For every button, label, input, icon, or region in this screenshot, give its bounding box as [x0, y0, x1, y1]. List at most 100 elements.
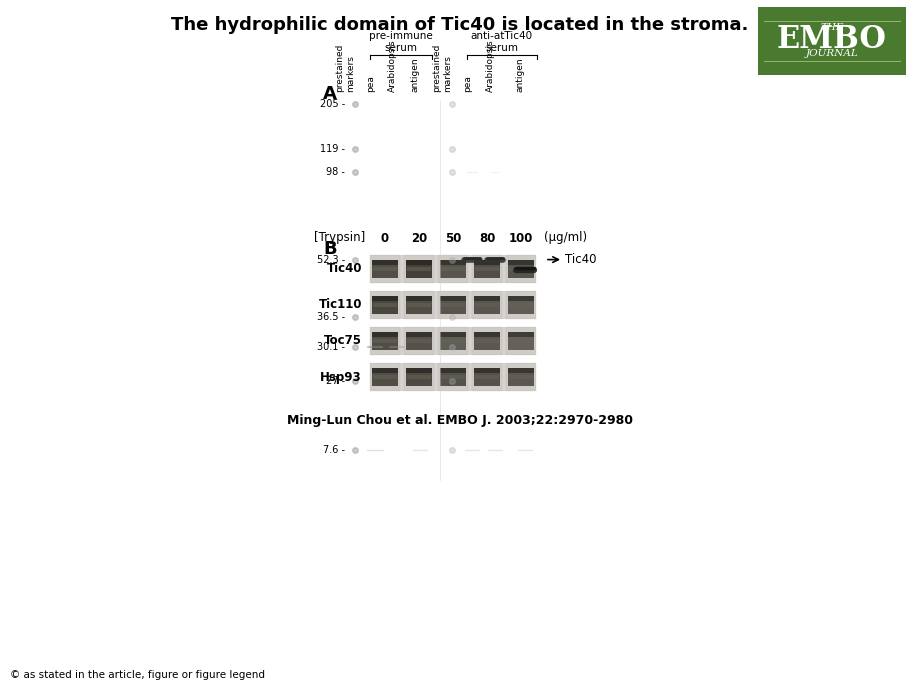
Text: THE: THE: [820, 23, 843, 32]
Bar: [473, 368, 499, 386]
Bar: [437, 327, 468, 355]
Bar: [372, 375, 397, 379]
Text: JOURNAL: JOURNAL: [805, 50, 857, 59]
Bar: [440, 339, 464, 343]
Text: Tic40: Tic40: [564, 253, 596, 266]
Text: Toc75: Toc75: [323, 335, 361, 348]
Bar: [471, 363, 502, 391]
Bar: [372, 267, 397, 270]
Text: prestained
markers: prestained markers: [335, 43, 355, 92]
Bar: [507, 260, 533, 278]
Bar: [471, 255, 502, 283]
Text: pre-immune
serum: pre-immune serum: [369, 32, 432, 53]
Bar: [372, 339, 397, 343]
Text: 50: 50: [444, 232, 460, 244]
Bar: [371, 260, 398, 278]
Text: EMBO: EMBO: [777, 23, 886, 55]
Text: pea: pea: [366, 75, 375, 92]
Bar: [372, 303, 397, 307]
Bar: [474, 375, 498, 379]
Bar: [508, 303, 532, 307]
Bar: [474, 267, 498, 270]
Bar: [437, 255, 468, 283]
Text: 80: 80: [478, 232, 494, 244]
Bar: [507, 296, 533, 302]
Bar: [505, 255, 536, 283]
Bar: [473, 368, 499, 373]
Bar: [406, 375, 430, 379]
Bar: [369, 327, 400, 355]
Bar: [474, 339, 498, 343]
Text: 36.5 -: 36.5 -: [316, 312, 345, 322]
Text: anti-atTic40
serum: anti-atTic40 serum: [470, 32, 532, 53]
Bar: [403, 255, 434, 283]
Bar: [507, 332, 533, 350]
Bar: [473, 260, 499, 266]
Bar: [369, 255, 400, 283]
Bar: [371, 332, 398, 337]
Bar: [473, 296, 499, 314]
Bar: [405, 368, 432, 373]
Bar: [369, 291, 536, 319]
Bar: [371, 296, 398, 314]
Bar: [405, 260, 432, 278]
Bar: [437, 363, 468, 391]
Text: 20: 20: [411, 232, 426, 244]
Text: Tic40: Tic40: [326, 262, 361, 275]
Bar: [371, 368, 398, 373]
Text: © as stated in the article, figure or figure legend: © as stated in the article, figure or fi…: [10, 670, 265, 680]
Bar: [371, 368, 398, 386]
Bar: [439, 260, 466, 266]
Bar: [505, 291, 536, 319]
Text: Tic110: Tic110: [318, 299, 361, 311]
Bar: [439, 332, 466, 350]
Text: 100: 100: [508, 232, 533, 244]
Bar: [403, 363, 434, 391]
Bar: [406, 339, 430, 343]
Bar: [439, 296, 466, 302]
Bar: [369, 291, 400, 319]
Text: 205 -: 205 -: [320, 99, 345, 109]
Text: prestained
markers: prestained markers: [432, 43, 451, 92]
Bar: [439, 296, 466, 314]
Bar: [757, 7, 905, 75]
Text: 27 -: 27 -: [325, 376, 345, 386]
Bar: [406, 303, 430, 307]
Bar: [440, 375, 464, 379]
Bar: [439, 332, 466, 337]
Bar: [505, 363, 536, 391]
Bar: [439, 368, 466, 373]
Bar: [440, 267, 464, 270]
Bar: [371, 296, 398, 302]
Text: antigen: antigen: [411, 57, 420, 92]
Text: Arabidopsis: Arabidopsis: [485, 39, 494, 92]
Bar: [473, 332, 499, 337]
Bar: [507, 332, 533, 337]
Text: Hsp93: Hsp93: [320, 371, 361, 384]
Bar: [507, 368, 533, 373]
Text: 0: 0: [380, 232, 389, 244]
Bar: [369, 363, 536, 391]
Bar: [371, 332, 398, 350]
Bar: [403, 291, 434, 319]
Bar: [371, 260, 398, 266]
Bar: [437, 291, 468, 319]
Bar: [405, 332, 432, 337]
Bar: [473, 332, 499, 350]
Bar: [405, 296, 432, 314]
Bar: [405, 368, 432, 386]
Text: pea: pea: [462, 75, 471, 92]
Bar: [505, 327, 536, 355]
Text: Ming-Lun Chou et al. EMBO J. 2003;22:2970-2980: Ming-Lun Chou et al. EMBO J. 2003;22:297…: [287, 414, 632, 427]
Text: 7.6 -: 7.6 -: [323, 444, 345, 455]
Text: 119 -: 119 -: [320, 144, 345, 155]
Text: B: B: [323, 240, 336, 258]
Text: 98 -: 98 -: [325, 167, 345, 177]
Bar: [507, 296, 533, 314]
Bar: [507, 368, 533, 386]
Text: (μg/ml): (μg/ml): [543, 232, 586, 244]
Bar: [369, 255, 536, 283]
Bar: [369, 363, 400, 391]
Bar: [474, 303, 498, 307]
Bar: [406, 267, 430, 270]
